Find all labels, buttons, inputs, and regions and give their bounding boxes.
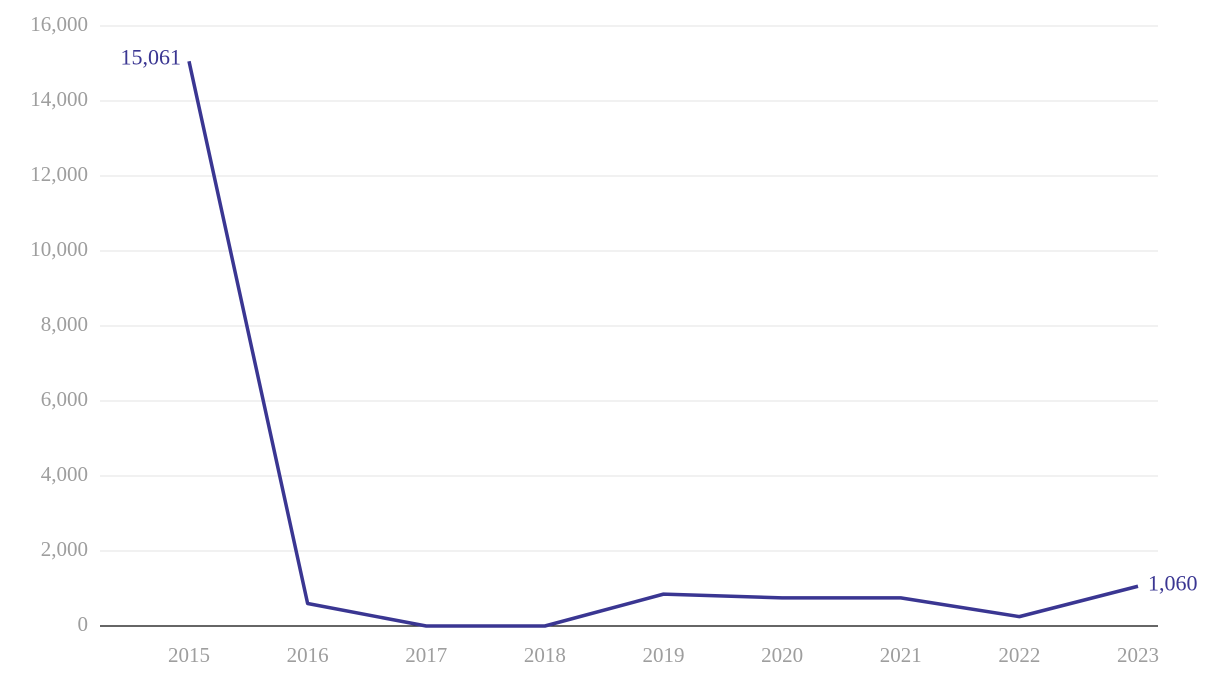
y-tick-label: 12,000 — [30, 162, 88, 186]
x-tick-label: 2022 — [998, 643, 1040, 667]
line — [187, 60, 1139, 628]
x-tick-label: 2016 — [287, 643, 329, 667]
y-tick-label: 0 — [78, 612, 89, 636]
x-tick-label: 2017 — [405, 643, 447, 667]
y-tick-label: 10,000 — [30, 237, 88, 261]
x-tick-label: 2019 — [643, 643, 685, 667]
x-tick-label: 2021 — [880, 643, 922, 667]
x-tick-label: 2023 — [1117, 643, 1159, 667]
y-tick-label: 14,000 — [30, 87, 88, 111]
y-tick-label: 8,000 — [41, 312, 88, 336]
x-tick-label: 2020 — [761, 643, 803, 667]
data-label: 15,061 — [121, 44, 182, 69]
x-tick-label: 2015 — [168, 643, 210, 667]
data-label: 1,060 — [1148, 570, 1198, 595]
y-tick-label: 6,000 — [41, 387, 88, 411]
y-tick-label: 16,000 — [30, 12, 88, 36]
x-tick-label: 2018 — [524, 643, 566, 667]
y-tick-label: 2,000 — [41, 537, 88, 561]
y-tick-label: 4,000 — [41, 462, 88, 486]
